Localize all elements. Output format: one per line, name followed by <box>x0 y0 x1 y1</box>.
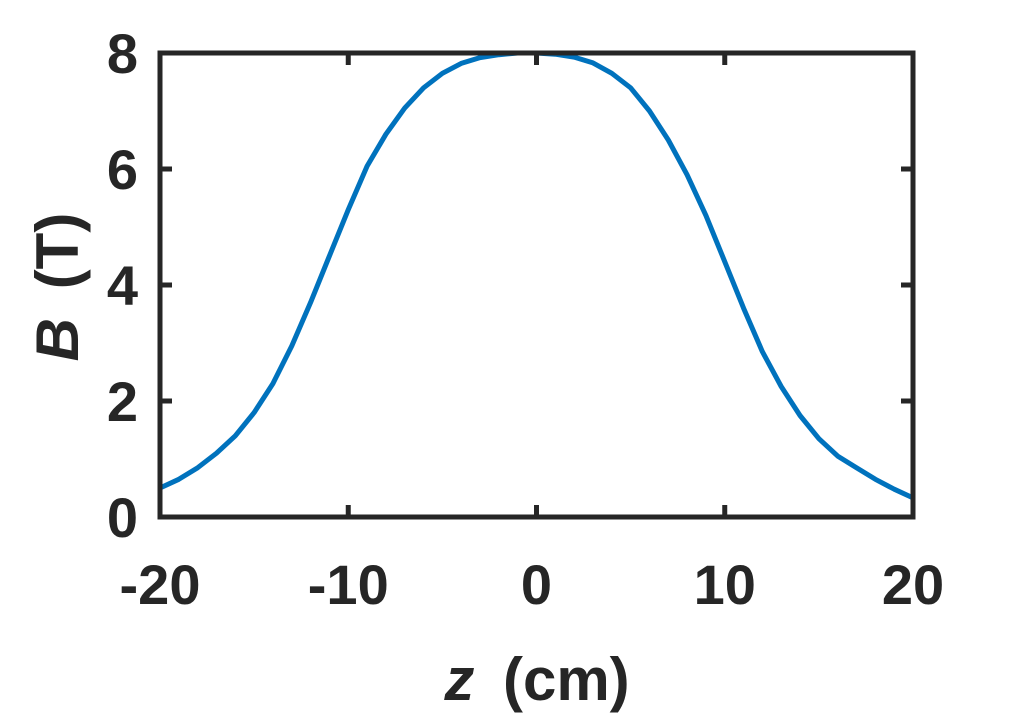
x-tick-label: -10 <box>308 553 389 616</box>
y-tick-label: 4 <box>107 254 138 317</box>
x-tick-label: 0 <box>521 553 552 616</box>
y-tick-labels: 0 2 4 6 8 <box>107 22 138 549</box>
x-tick-label: 10 <box>694 553 756 616</box>
plot-frame <box>157 50 916 520</box>
y-tick-label: 8 <box>107 22 138 85</box>
y-tick-label: 2 <box>107 370 138 433</box>
x-tick-labels: -20 -10 0 10 20 <box>120 553 945 616</box>
y-axis-variable: B <box>24 318 91 361</box>
x-axis-variable: z <box>443 646 474 713</box>
y-axis-unit: (T) <box>24 213 91 290</box>
x-tick-label: 20 <box>882 553 944 616</box>
x-axis-label: z (cm) <box>443 646 629 713</box>
x-tick-label: -20 <box>120 553 201 616</box>
y-axis-label: B (T) <box>24 213 91 362</box>
plot-marks <box>157 50 916 501</box>
y-tick-label: 0 <box>107 486 138 549</box>
x-axis-unit: (cm) <box>503 646 630 713</box>
y-tick-label: 6 <box>107 138 138 201</box>
series-line <box>157 50 916 501</box>
tick-marks <box>157 50 916 520</box>
